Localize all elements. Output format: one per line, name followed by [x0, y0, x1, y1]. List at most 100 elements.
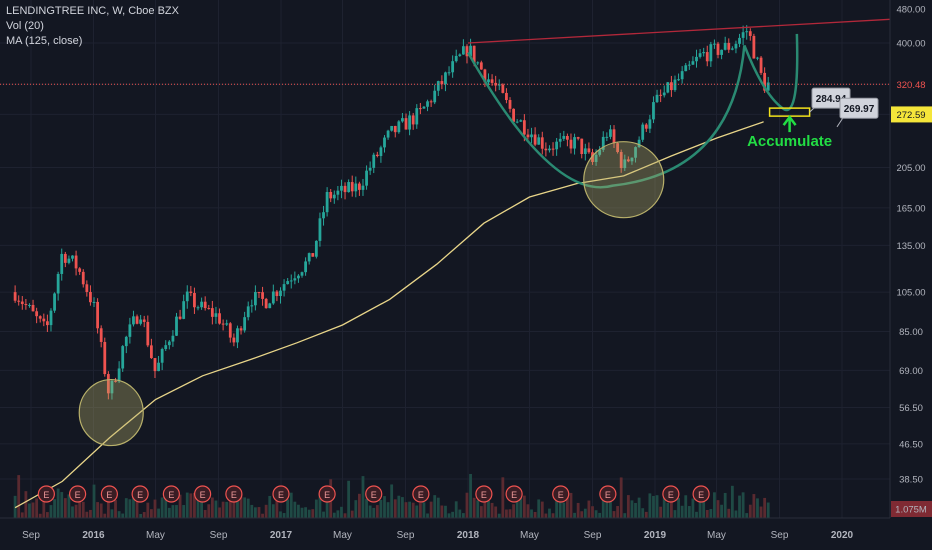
candle-body — [210, 308, 214, 317]
earnings-marker — [162, 485, 180, 503]
accumulation-zone-circle-2016 — [78, 378, 144, 447]
price-axis[interactable]: 480.00 400.00 320.48 272.59 205.00 165.00 135.… — [889, 0, 932, 518]
price-tick-label: 46.50 — [899, 439, 923, 450]
volume-bar — [730, 485, 734, 518]
volume-bar — [17, 475, 21, 518]
candle-body — [418, 108, 422, 110]
volume-bar — [461, 513, 465, 518]
volume-bar — [745, 513, 749, 518]
candle-body — [124, 336, 128, 347]
volume-bar — [548, 508, 551, 518]
volume-bar — [368, 505, 372, 518]
volume-bar — [135, 499, 139, 518]
candle-body — [329, 191, 333, 199]
volume-bar — [469, 473, 472, 518]
earnings-marker — [318, 485, 336, 503]
candle-body — [379, 147, 383, 157]
earnings-marker-label: E — [231, 490, 237, 500]
earnings-marker — [272, 485, 290, 503]
candle-body — [368, 167, 372, 171]
chart-legend: LENDINGTREE INC, W, Cboe BZX Vol (20) MA… — [6, 4, 179, 49]
volume-bar — [494, 506, 498, 518]
volume-bar — [13, 495, 17, 518]
candle-body — [178, 316, 182, 319]
volume-bar — [31, 502, 35, 518]
earnings-marker-label: E — [106, 490, 112, 500]
candle-body — [630, 157, 634, 162]
volume-bar — [401, 497, 404, 518]
volume-bar — [763, 497, 767, 518]
volume-bar — [157, 508, 160, 518]
candle-body — [652, 102, 655, 120]
volume-bar — [110, 509, 114, 518]
candle-body — [357, 183, 361, 190]
candle-body — [167, 341, 171, 346]
moving-average-line — [14, 121, 764, 509]
volume-bar — [619, 477, 623, 518]
candle-body — [13, 292, 17, 301]
resistance-trendline — [467, 16, 932, 44]
candle-body — [175, 316, 178, 336]
candle-body — [655, 94, 659, 103]
volume-bar — [297, 504, 300, 518]
candle-body — [149, 345, 153, 359]
candle-body — [429, 101, 433, 103]
candle-body — [555, 141, 559, 150]
volume-bar — [472, 497, 476, 518]
price-tick-label: 85.00 — [899, 327, 923, 338]
volume-bar — [447, 513, 451, 518]
volume-bar — [117, 511, 121, 518]
callout-value: 284.94 — [816, 94, 847, 105]
volume-bar — [38, 513, 42, 518]
candle-body — [461, 46, 465, 55]
ma-price-tag — [891, 106, 932, 123]
candle-body — [117, 368, 121, 382]
volume-bar — [279, 511, 282, 518]
volume-bar — [537, 499, 541, 518]
volume-bar — [164, 495, 168, 518]
volume-bar — [565, 492, 569, 518]
volume-bar — [659, 506, 663, 518]
candle-body — [569, 139, 573, 149]
candle-body — [340, 185, 343, 191]
candle-body — [612, 129, 616, 144]
time-tick-label: 2020 — [831, 530, 854, 541]
candle-body — [533, 134, 537, 145]
volume-bar — [56, 488, 60, 518]
candle-body — [730, 48, 734, 50]
volume-bar — [433, 495, 437, 518]
candle-body — [128, 324, 132, 337]
candle-body — [594, 154, 598, 162]
candle-body — [530, 134, 533, 138]
volume-bar — [239, 493, 243, 518]
volume-bar — [332, 512, 336, 518]
candle-body — [472, 45, 476, 63]
volume-bar — [569, 492, 573, 518]
candle-body — [447, 72, 451, 74]
volume-bar — [505, 509, 508, 518]
volume-bar — [128, 499, 132, 518]
volume-bar — [752, 494, 756, 518]
volume-bars — [13, 473, 770, 518]
volume-bar — [372, 507, 376, 518]
earnings-marker-label: E — [371, 490, 377, 500]
candle-body — [519, 120, 523, 122]
candle-body — [110, 380, 114, 394]
candle-body — [609, 129, 612, 137]
time-axis[interactable]: Sep 2016 May Sep 2017 May Sep 2018 May Sep 2019 May… — [0, 517, 890, 541]
volume-bar — [526, 504, 530, 518]
volume-bar — [89, 509, 92, 518]
candle-body — [512, 108, 516, 122]
volume-bar — [637, 497, 641, 518]
candle-body — [404, 118, 408, 130]
candle-body — [587, 148, 591, 153]
candle-body — [727, 42, 731, 50]
candle-body — [153, 358, 157, 372]
volume-bar — [236, 495, 239, 518]
candle-body — [31, 304, 35, 312]
candle-body — [458, 54, 462, 56]
candle-body — [372, 154, 376, 168]
volume-tag — [891, 501, 932, 517]
volume-bar — [522, 495, 526, 518]
